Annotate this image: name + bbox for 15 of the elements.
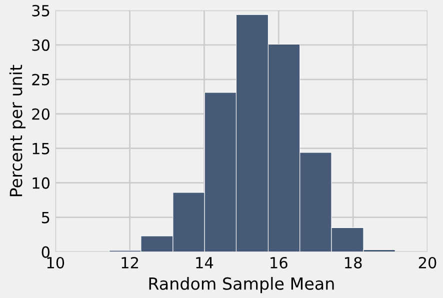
x-tick-label: 18: [345, 256, 362, 268]
y-tick-label: 5: [42, 212, 50, 224]
y-tick-label: 15: [32, 143, 50, 154]
x-tick-label: 12: [122, 256, 138, 268]
y-tick-label: 10: [32, 177, 50, 189]
y-tick-label: 30: [32, 39, 50, 51]
y-tick-label: 20: [32, 108, 50, 120]
x-tick-label: 20: [418, 256, 436, 268]
y-axis-title: Percent per unit: [9, 64, 26, 196]
y-tick-label: 35: [32, 4, 50, 16]
x-tick-label: 16: [270, 256, 288, 268]
x-axis-title: Random Sample Mean: [149, 277, 334, 294]
y-tick-label: 0: [42, 246, 50, 258]
y-tick-label: 25: [32, 74, 50, 86]
x-tick-label: 14: [196, 257, 214, 268]
